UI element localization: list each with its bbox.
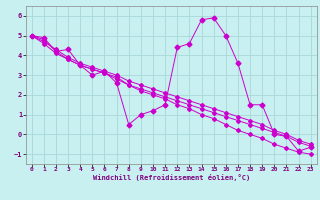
X-axis label: Windchill (Refroidissement éolien,°C): Windchill (Refroidissement éolien,°C) bbox=[92, 174, 250, 181]
